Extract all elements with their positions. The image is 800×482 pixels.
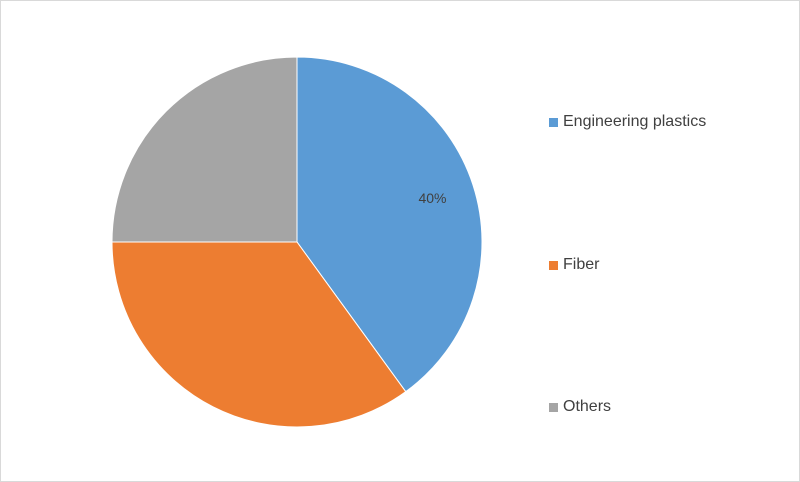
legend-item-others: Others [549, 398, 611, 416]
legend-swatch-others [549, 402, 558, 412]
legend-label-engineering-plastics: Engineering plastics [563, 113, 707, 130]
legend: Engineering plastics Fiber Others [549, 1, 789, 481]
legend-item-engineering-plastics: Engineering plastics [549, 113, 706, 131]
pie-slice-others [111, 56, 298, 243]
pie-slice-engineering-plastics [296, 56, 483, 393]
legend-label-others: Others [563, 398, 612, 415]
legend-label-fiber: Fiber [563, 256, 600, 273]
legend-swatch-fiber [549, 260, 558, 270]
legend-swatch-engineering-plastics [549, 117, 558, 127]
pie-slice-fiber [111, 241, 407, 428]
legend-item-fiber: Fiber [549, 256, 599, 274]
data-label-engineering-plastics: 40% [418, 190, 446, 206]
